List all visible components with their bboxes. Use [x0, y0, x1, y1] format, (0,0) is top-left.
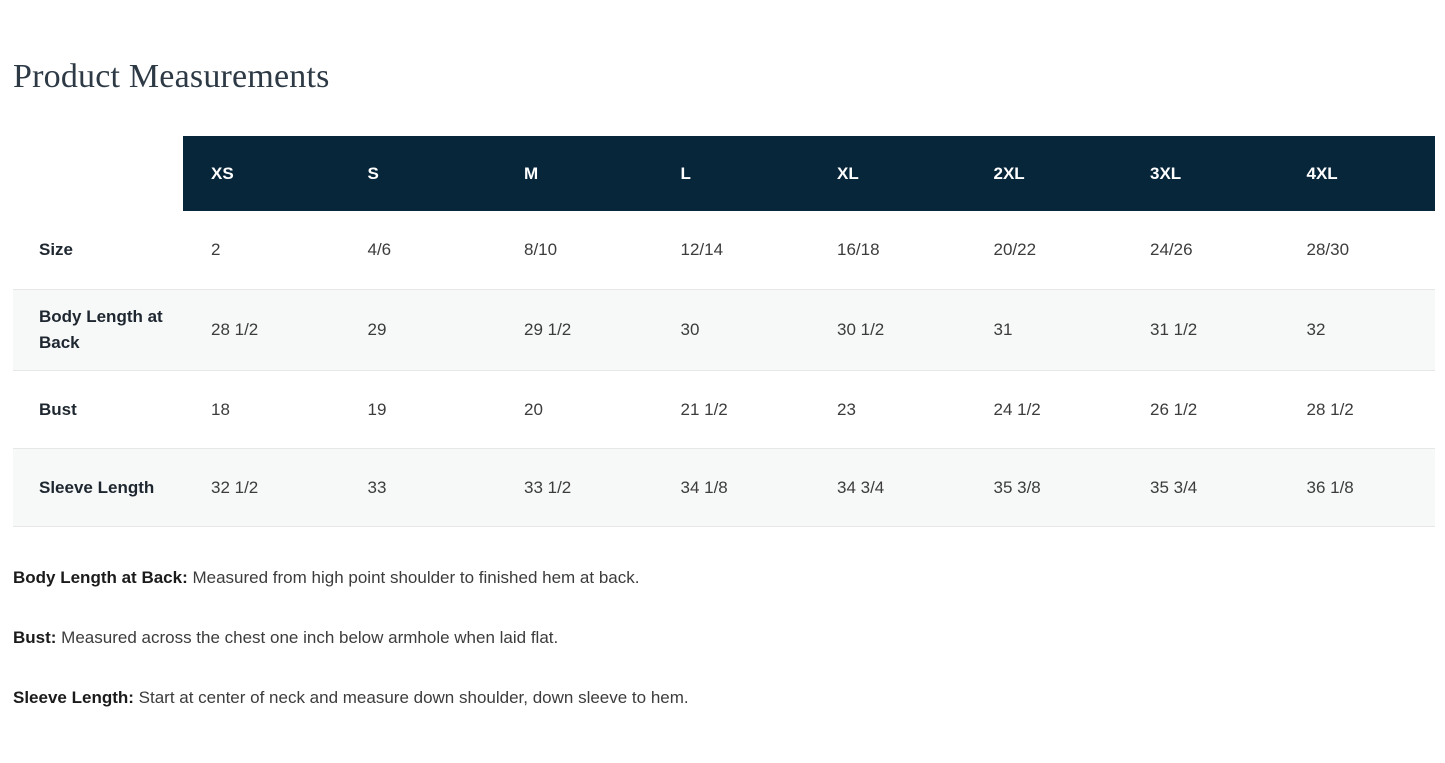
cell-bust-2xl: 24 1/2: [993, 399, 1041, 419]
cell-bust-xl: 23: [837, 399, 856, 419]
cell-sleeve-l: 34 1/8: [680, 477, 728, 497]
cell-body-length-2xl: 31: [993, 319, 1013, 339]
size-chart-table: XS S M L XL 2XL 3XL 4XL Size 2 4/6 8/10 …: [13, 136, 1435, 527]
row-label-size: Size: [39, 239, 74, 259]
cell-sleeve-3xl: 35 3/4: [1150, 477, 1198, 497]
cell-size-xs: 2: [211, 239, 221, 259]
note-sleeve-length-definition: Start at center of neck and measure down…: [133, 688, 689, 708]
cell-sleeve-s: 33: [367, 477, 387, 497]
column-header-m: M: [496, 136, 653, 211]
note-bust-term: Bust:: [13, 628, 57, 648]
cell-sleeve-m: 33 1/2: [524, 477, 572, 497]
cell-bust-4xl: 28 1/2: [1306, 399, 1354, 419]
cell-bust-3xl: 26 1/2: [1150, 399, 1198, 419]
cell-size-s: 4/6: [367, 239, 392, 259]
cell-body-length-xl: 30 1/2: [837, 319, 885, 339]
cell-size-m: 8/10: [524, 239, 558, 259]
cell-size-2xl: 20/22: [993, 239, 1037, 259]
note-body-length-definition: Measured from high point shoulder to fin…: [187, 568, 640, 588]
cell-sleeve-xl: 34 3/4: [837, 477, 885, 497]
column-header-s: S: [339, 136, 496, 211]
cell-body-length-4xl: 32: [1306, 319, 1326, 339]
page-title: Product Measurements: [13, 58, 330, 95]
cell-body-length-l: 30: [680, 319, 700, 339]
note-body-length-term: Body Length at Back:: [13, 568, 188, 588]
cell-bust-m: 20: [524, 399, 543, 419]
row-label-sleeve-length: Sleeve Length: [39, 477, 155, 497]
cell-sleeve-xs: 32 1/2: [211, 477, 259, 497]
note-sleeve-length: Sleeve Length: Start at center of neck a…: [13, 687, 1445, 710]
size-chart-header-row: XS S M L XL 2XL 3XL 4XL: [13, 136, 1435, 211]
table-row-bust: Bust 18 19 20 21 1/2 23 24 1/2 26 1/2 28…: [13, 371, 1435, 449]
note-sleeve-length-term: Sleeve Length:: [13, 688, 134, 708]
cell-size-xl: 16/18: [837, 239, 880, 259]
cell-body-length-s: 29: [367, 319, 387, 339]
cell-sleeve-4xl: 36 1/8: [1306, 477, 1354, 497]
column-header-l: L: [652, 136, 809, 211]
cell-sleeve-2xl: 35 3/8: [993, 477, 1041, 497]
corner-cell: [13, 136, 183, 211]
cell-bust-l: 21 1/2: [680, 399, 728, 419]
column-header-xl: XL: [809, 136, 966, 211]
column-header-3xl: 3XL: [1122, 136, 1279, 211]
cell-body-length-m: 29 1/2: [524, 319, 572, 339]
column-header-2xl: 2XL: [965, 136, 1122, 211]
note-bust-definition: Measured across the chest one inch below…: [56, 628, 559, 648]
table-row-body-length: Body Length at Back 28 1/2 29 29 1/2 30 …: [13, 289, 1435, 371]
column-header-xs: XS: [183, 136, 340, 211]
row-label-bust: Bust: [39, 399, 77, 419]
row-label-body-length: Body Length at Back: [39, 306, 163, 352]
cell-size-4xl: 28/30: [1306, 239, 1350, 259]
cell-size-3xl: 24/26: [1150, 239, 1193, 259]
table-row-size: Size 2 4/6 8/10 12/14 16/18 20/22 24/26 …: [13, 211, 1435, 289]
cell-size-l: 12/14: [680, 239, 724, 259]
column-header-4xl: 4XL: [1278, 136, 1435, 211]
cell-body-length-3xl: 31 1/2: [1150, 319, 1198, 339]
cell-body-length-xs: 28 1/2: [211, 319, 259, 339]
note-bust: Bust: Measured across the chest one inch…: [13, 627, 1445, 650]
cell-bust-s: 19: [367, 399, 387, 419]
product-measurements-section: Product Measurements XS S M L XL 2XL 3XL…: [13, 58, 1445, 710]
cell-bust-xs: 18: [211, 399, 230, 419]
note-body-length: Body Length at Back: Measured from high …: [13, 567, 1445, 590]
measurement-notes: Body Length at Back: Measured from high …: [13, 567, 1445, 710]
table-row-sleeve-length: Sleeve Length 32 1/2 33 33 1/2 34 1/8 34…: [13, 448, 1435, 527]
